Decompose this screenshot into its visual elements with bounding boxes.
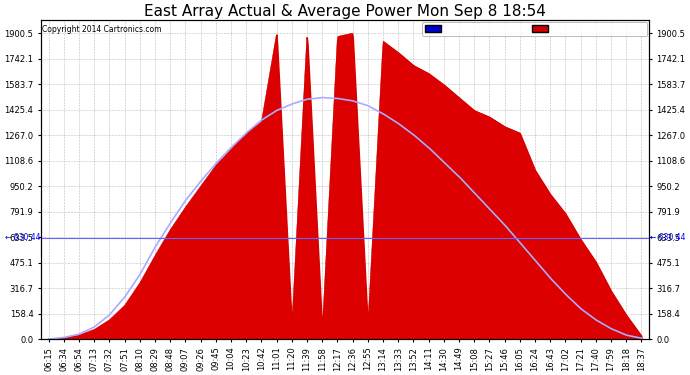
Text: ← 630.44: ← 630.44 [5,233,41,242]
Legend: Average  (DC Watts), East Array  (DC Watts): Average (DC Watts), East Array (DC Watts… [422,22,647,36]
Text: ← 630.44: ← 630.44 [649,233,685,242]
Title: East Array Actual & Average Power Mon Sep 8 18:54: East Array Actual & Average Power Mon Se… [144,4,546,19]
Text: Copyright 2014 Cartronics.com: Copyright 2014 Cartronics.com [42,25,161,34]
